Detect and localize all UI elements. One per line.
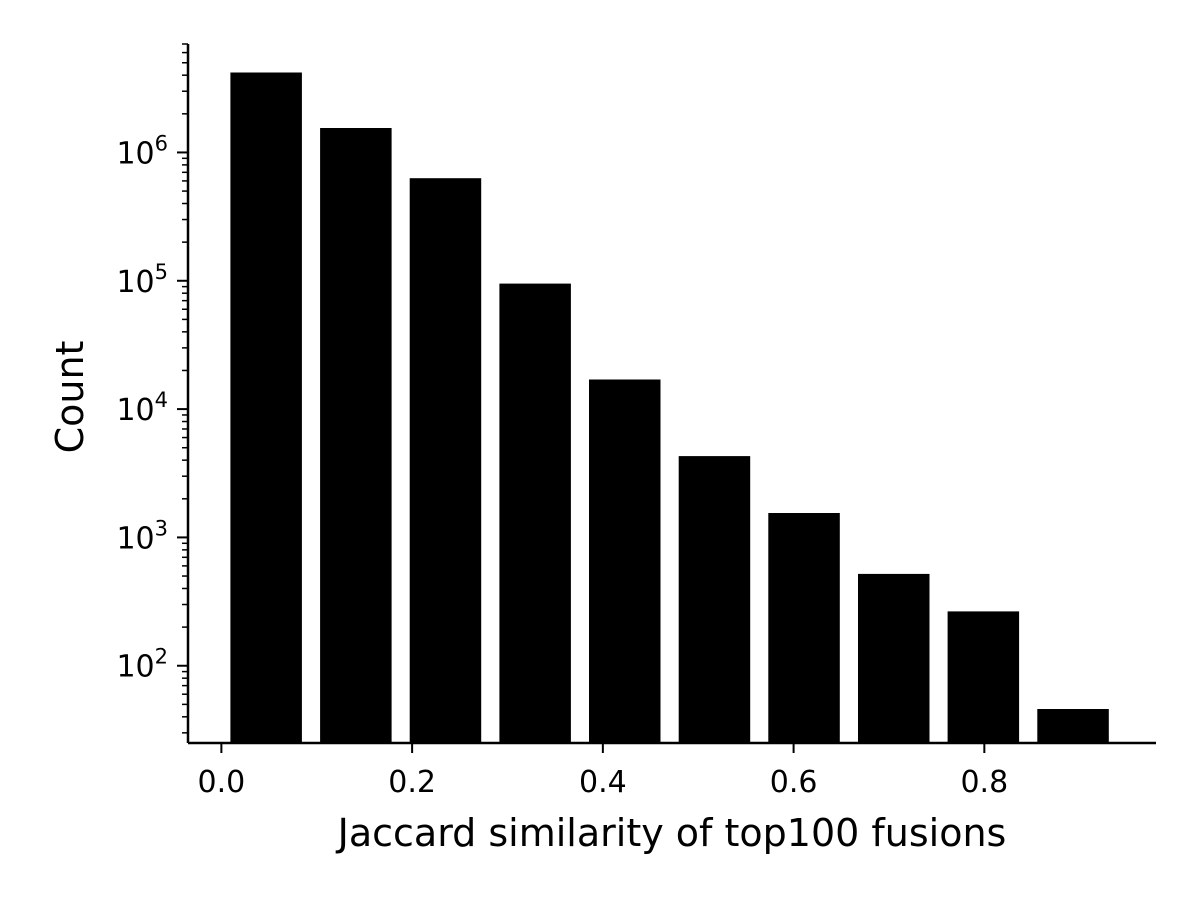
bar-3	[499, 283, 571, 743]
y-axis: 102 103 104 105 106	[116, 43, 190, 743]
bar-8	[947, 611, 1020, 743]
x-axis: 0.0 0.2 0.4 0.6 0.8	[188, 741, 1156, 800]
y-tick-label-1: 103	[116, 516, 168, 556]
x-tick-label-2: 0.4	[579, 765, 627, 800]
bar-5	[678, 456, 751, 743]
y-tick-label-3: 105	[116, 260, 168, 300]
bar-6	[768, 513, 840, 743]
bar-2	[409, 178, 482, 743]
x-axis-label: Jaccard similarity of top100 fusions	[336, 811, 1007, 855]
bar-0	[230, 72, 302, 743]
y-tick-label-0: 102	[116, 645, 168, 685]
x-tick-label-4: 0.8	[960, 765, 1008, 800]
bar-1	[320, 128, 392, 743]
bar-7	[858, 573, 930, 743]
bar-9	[1037, 709, 1109, 743]
y-tick-label-4: 106	[116, 131, 168, 171]
x-tick-label-0: 0.0	[198, 765, 246, 800]
x-tick-label-3: 0.6	[770, 765, 818, 800]
y-tick-label-2: 104	[116, 388, 168, 428]
x-tick-label-1: 0.2	[388, 765, 436, 800]
bar-4	[589, 379, 661, 743]
y-axis-label: Count	[48, 341, 92, 454]
bars-group	[230, 72, 1109, 743]
